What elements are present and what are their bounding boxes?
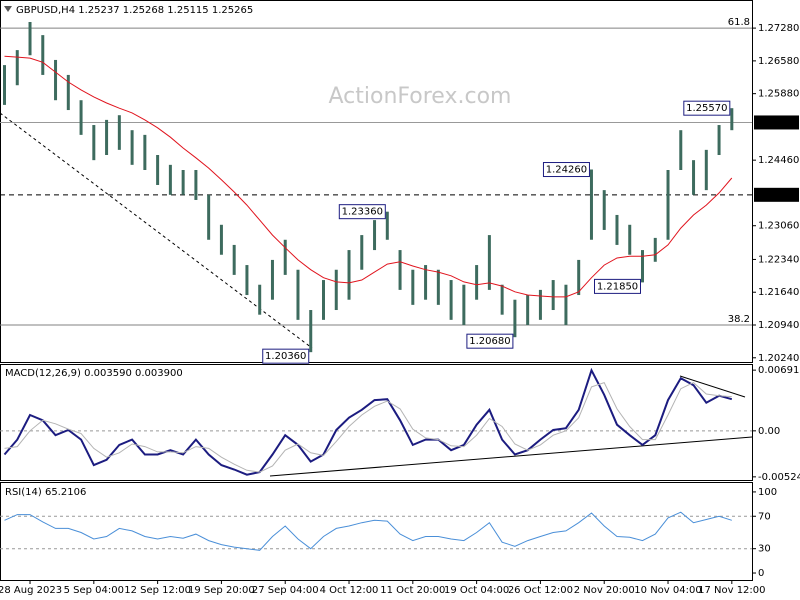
y-tick-label: 1.21640 [758, 287, 799, 298]
annotation-label: 1.21850 [597, 281, 638, 292]
annotation-label: 1.25570 [686, 103, 727, 114]
x-tick-label: 27 Sep 04:00 [252, 585, 319, 596]
x-tick-label: 4 Oct 12:00 [320, 585, 379, 596]
y-tick-label: 1.24460 [758, 155, 799, 166]
fib-label: 38.2 [728, 314, 750, 325]
x-tick-label: 19 Oct 04:00 [444, 585, 509, 596]
annotation-box [683, 100, 731, 116]
y-tick-label: 0 [758, 568, 764, 579]
chart-title: GBPUSD,H4 1.25237 1.25268 1.25115 1.2526… [16, 5, 253, 16]
annotation-label: 1.24260 [546, 165, 587, 176]
annotation-box [262, 348, 310, 364]
watermark: ActionForex.com [329, 84, 512, 109]
x-tick-label: 17 Nov 12:00 [698, 585, 765, 596]
fib-label: 61.8 [728, 17, 750, 28]
y-tick-label: 70 [758, 511, 771, 522]
price-box [754, 187, 799, 202]
x-tick-label: 10 Nov 04:00 [634, 585, 701, 596]
x-tick-label: 19 Sep 20:00 [188, 585, 255, 596]
annotation-label: 1.23360 [342, 207, 383, 218]
y-tick-label: 1.20240 [758, 353, 799, 364]
annotation-box [542, 162, 590, 178]
y-tick-label: 30 [758, 544, 771, 555]
y-tick-label: 0.006915 [758, 365, 800, 376]
indicator-line [4, 511, 732, 551]
x-tick-label: 12 Sep 12:00 [124, 585, 191, 596]
macd-trend-line [269, 436, 753, 477]
annotation-box [466, 333, 514, 349]
x-tick-label: 28 Aug 2023 [0, 585, 62, 596]
symbol-icon [4, 6, 12, 12]
price-label: 1.25265 [757, 117, 798, 128]
rsi-panel [0, 482, 753, 581]
indicator-line [3, 367, 733, 476]
macd-title: MACD(12,26,9) 0.003590 0.003900 [5, 368, 183, 379]
indicator-line [4, 381, 732, 473]
macd-panel [0, 364, 753, 481]
y-tick-label: 100 [758, 487, 777, 498]
y-tick-label: 1.25880 [758, 89, 799, 100]
price-box [754, 115, 799, 130]
y-tick-label: 1.22340 [758, 254, 799, 265]
y-tick-label: 1.27280 [758, 23, 799, 34]
y-tick-label: 0.00 [758, 426, 780, 437]
price-label: 1.23720 [757, 190, 798, 201]
annotation-box [594, 278, 641, 294]
annotation-box [338, 204, 386, 220]
x-tick-label: 26 Oct 12:00 [508, 585, 573, 596]
x-tick-label: 2 Nov 20:00 [574, 585, 635, 596]
x-tick-label: 5 Sep 04:00 [64, 585, 124, 596]
annotation-label: 1.20680 [469, 336, 510, 347]
moving-average [4, 55, 733, 298]
annotation-label: 1.20360 [265, 351, 306, 362]
y-tick-label: 1.23060 [758, 221, 799, 232]
y-tick-label: 1.20940 [758, 320, 799, 331]
rsi-title: RSI(14) 65.2106 [5, 487, 86, 498]
x-tick-label: 11 Oct 20:00 [380, 585, 445, 596]
price-panel [0, 0, 753, 363]
macd-trend-line [679, 375, 746, 398]
y-tick-label: 1.26580 [758, 56, 799, 67]
